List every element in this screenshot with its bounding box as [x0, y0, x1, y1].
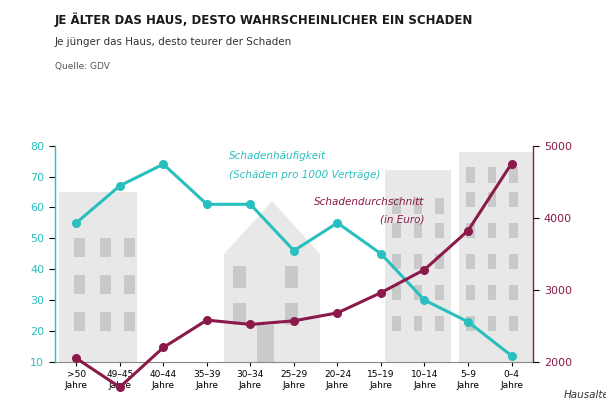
- Bar: [435, 254, 444, 269]
- Bar: [285, 266, 298, 288]
- Bar: [509, 254, 518, 269]
- Bar: [74, 275, 85, 294]
- Bar: [100, 312, 111, 331]
- Text: Je jünger das Haus, desto teurer der Schaden: Je jünger das Haus, desto teurer der Sch…: [55, 37, 292, 47]
- Bar: [257, 325, 275, 362]
- Bar: [413, 254, 422, 269]
- Text: (Schäden pro 1000 Verträge): (Schäden pro 1000 Verträge): [228, 170, 380, 180]
- Bar: [466, 285, 474, 300]
- Bar: [435, 223, 444, 238]
- Bar: [509, 192, 518, 208]
- Bar: [466, 254, 474, 269]
- Bar: [392, 254, 401, 269]
- Bar: [459, 152, 538, 362]
- Bar: [285, 303, 298, 325]
- Bar: [392, 223, 401, 238]
- Bar: [233, 266, 246, 288]
- Text: JE ÄLTER DAS HAUS, DESTO WAHRSCHEINLICHER EIN SCHADEN: JE ÄLTER DAS HAUS, DESTO WAHRSCHEINLICHE…: [55, 12, 473, 27]
- Bar: [392, 285, 401, 300]
- Text: Quelle: GDV: Quelle: GDV: [55, 62, 110, 72]
- Bar: [509, 285, 518, 300]
- Bar: [233, 303, 246, 325]
- Text: Schadenhäufigkeit: Schadenhäufigkeit: [228, 151, 326, 161]
- Polygon shape: [224, 201, 320, 254]
- Bar: [413, 198, 422, 213]
- Bar: [466, 167, 474, 183]
- Bar: [124, 312, 135, 331]
- Bar: [392, 316, 401, 331]
- Bar: [100, 238, 111, 257]
- Bar: [74, 238, 85, 257]
- Bar: [466, 192, 474, 208]
- Bar: [392, 198, 401, 213]
- Bar: [509, 167, 518, 183]
- Bar: [435, 285, 444, 300]
- Bar: [124, 275, 135, 294]
- Bar: [466, 223, 474, 238]
- Bar: [488, 254, 496, 269]
- Bar: [74, 312, 85, 331]
- Bar: [435, 198, 444, 213]
- Bar: [488, 316, 496, 331]
- Bar: [509, 223, 518, 238]
- Text: Schadendurchschnitt: Schadendurchschnitt: [314, 197, 424, 207]
- Bar: [509, 316, 518, 331]
- Bar: [385, 170, 451, 362]
- Bar: [488, 285, 496, 300]
- Bar: [59, 192, 137, 362]
- Bar: [413, 285, 422, 300]
- Bar: [413, 316, 422, 331]
- Bar: [466, 316, 474, 331]
- Bar: [224, 254, 320, 362]
- Bar: [488, 167, 496, 183]
- Bar: [124, 238, 135, 257]
- Text: (in Euro): (in Euro): [380, 215, 424, 225]
- Bar: [413, 223, 422, 238]
- Text: Hausalter: Hausalter: [564, 390, 606, 400]
- Bar: [435, 316, 444, 331]
- Bar: [488, 223, 496, 238]
- Bar: [488, 192, 496, 208]
- Bar: [100, 275, 111, 294]
